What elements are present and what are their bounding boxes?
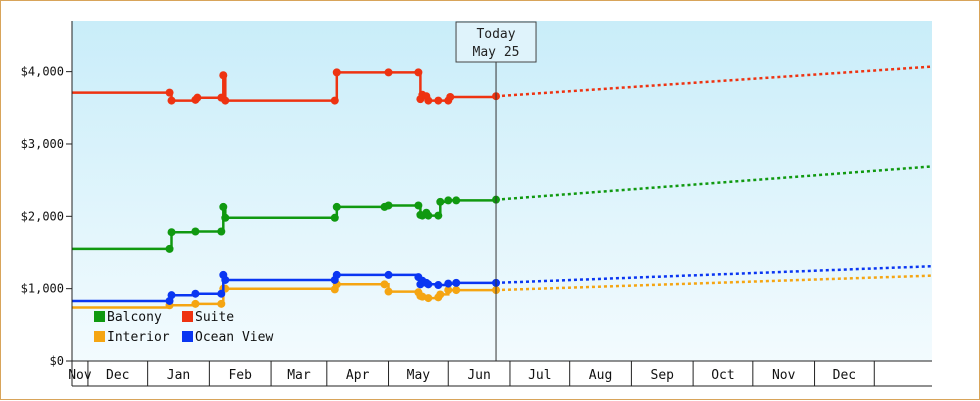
data-point-balcony [452,196,461,205]
data-point-ocean-view [167,291,176,300]
legend-swatch-interior [94,331,105,342]
data-point-balcony [434,211,443,220]
data-point-balcony [332,202,341,211]
forecast-line-balcony [495,165,933,201]
legend-label-suite: Suite [195,310,234,325]
x-tick-label: Nov [68,368,92,383]
data-point-suite [434,96,443,105]
legend-swatch-balcony [94,311,105,322]
data-point-ocean-view [434,281,443,290]
data-point-interior [217,299,226,308]
data-point-ocean-view [452,278,461,287]
legend-label-balcony: Balcony [107,310,162,325]
legend-label-interior: Interior [107,330,170,345]
y-tick-label: $2,000 [21,209,64,223]
data-point-ocean-view [444,279,453,288]
x-tick-label: May [407,368,431,383]
today-label-box [455,21,537,63]
data-point-balcony [414,201,423,210]
today-label: Today [476,27,515,42]
data-point-balcony [219,202,228,211]
y-tick-label: $0 [50,354,64,368]
data-point-suite [424,96,433,105]
data-point-balcony [167,228,176,237]
data-point-balcony [191,227,200,236]
forecast-line-ocean-view [495,264,933,285]
data-point-interior [384,287,393,296]
legend-swatch-suite [182,311,193,322]
data-point-balcony [165,244,174,253]
data-point-interior [191,299,200,308]
data-point-suite [165,88,174,97]
data-point-balcony [384,201,393,210]
data-point-balcony [221,213,230,222]
x-tick-label: Apr [346,368,370,383]
data-point-balcony [424,211,433,220]
x-tick-label: Mar [287,368,311,383]
y-tick-label: $3,000 [21,137,64,151]
legend-label-ocean-view: Ocean View [195,330,273,345]
x-tick-label: Nov [772,368,796,383]
data-point-suite [414,68,423,77]
data-point-suite [446,92,455,101]
forecast-line-interior [495,274,933,292]
x-tick-label: Dec [106,368,129,383]
legend: Balcony Suite Interior Ocean View [94,310,273,345]
data-point-ocean-view [424,280,433,289]
data-point-ocean-view [217,289,226,298]
data-point-interior [380,280,389,289]
data-point-balcony [444,196,453,205]
y-tick-label: $4,000 [21,65,64,79]
series-layer [72,65,933,310]
data-point-balcony [330,213,339,222]
today-date-label: May 25 [473,45,520,60]
data-point-suite [384,68,393,77]
today-marker: Today May 25 [455,21,537,361]
data-point-suite [193,93,202,102]
x-tick-label: Sep [651,368,675,383]
data-point-suite [330,96,339,105]
data-point-ocean-view [384,270,393,279]
x-tick-label: Jun [467,368,490,383]
x-tick-label: Jan [167,368,190,383]
y-tick-label: $1,000 [21,282,64,296]
data-point-suite [219,71,228,80]
forecast-line-suite [495,65,933,98]
data-point-interior [424,294,433,303]
series-line-balcony [72,199,498,251]
data-point-balcony [217,227,226,236]
x-tick-label: Dec [833,368,856,383]
data-point-interior [418,292,427,301]
axes: $0 $1,000 $2,000 $3,000 $4,000 Nov Dec Jan Feb Ma… [21,21,932,387]
x-tick-label: Oct [711,368,734,383]
data-point-ocean-view [332,270,341,279]
data-point-ocean-view [191,289,200,298]
x-tick-label: Aug [589,368,612,383]
legend-swatch-ocean-view [182,331,193,342]
x-tick-label: Jul [528,368,551,383]
data-point-suite [167,96,176,105]
data-point-interior [452,286,461,295]
data-point-suite [332,68,341,77]
data-point-ocean-view [221,275,230,284]
data-point-suite [221,96,230,105]
data-point-interior [436,290,445,299]
data-point-balcony [436,197,445,206]
data-point-interior [444,286,453,295]
x-tick-label: Feb [228,368,252,383]
